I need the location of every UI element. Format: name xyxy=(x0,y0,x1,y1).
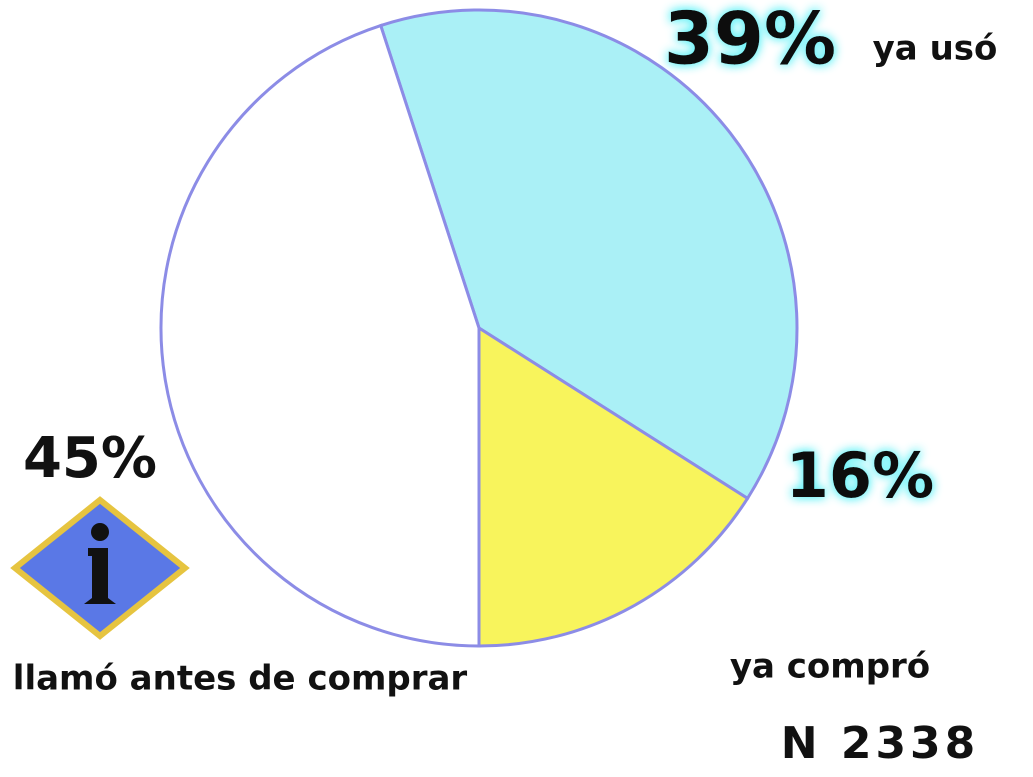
sample-size: N 2338 xyxy=(781,718,980,769)
category-label: ya usó xyxy=(873,29,998,69)
info-icon xyxy=(15,500,185,636)
chart: N 2338 45% llamó antes de comprar 39% ya us… xyxy=(0,0,1033,777)
value-label: 39% xyxy=(664,0,836,81)
category-label: ya compró xyxy=(730,647,930,687)
value-label: 16% xyxy=(786,439,934,512)
category-label: llamó antes de comprar xyxy=(13,659,468,699)
value-label: 45% xyxy=(23,426,157,491)
pie xyxy=(161,10,797,646)
